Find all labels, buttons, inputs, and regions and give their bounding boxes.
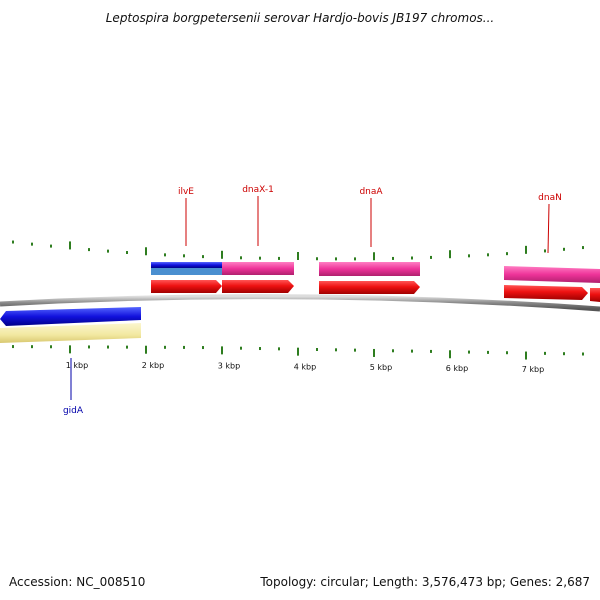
scale-label-2kbp: 2 kbp — [142, 361, 164, 370]
gene-dnaA-cds — [319, 281, 420, 294]
gene-ilvE-bar — [151, 262, 222, 268]
scale-label-3kbp: 3 kbp — [218, 361, 240, 370]
gene-labels: ilvE dnaX-1 dnaA dnaN gidA — [63, 185, 562, 416]
scale-label-4kbp: 4 kbp — [294, 362, 316, 371]
gene-gidA-bar — [0, 323, 141, 343]
gene-ilvE[interactable] — [151, 262, 222, 293]
gene-dnaA[interactable] — [319, 262, 420, 294]
scale-label-1kbp: 1 kbp — [66, 361, 88, 370]
label-ilvE[interactable]: ilvE — [178, 187, 194, 197]
label-dnaX-1[interactable]: dnaX-1 — [242, 185, 274, 195]
gene-dnaN-cds — [504, 285, 588, 300]
gene-next-cds — [590, 288, 600, 302]
gene-dnaX-1[interactable] — [222, 262, 294, 293]
gene-dnaN[interactable] — [504, 266, 600, 302]
accession-text: Accession: NC_008510 — [9, 575, 145, 589]
leader-dnaN — [547, 203, 550, 254]
scale-ticks — [12, 240, 584, 360]
gene-ilvE-bar-highlight — [151, 268, 222, 275]
gene-dnaX-1-cds — [222, 280, 294, 293]
scale-tick-labels: 1 kbp 2 kbp 3 kbp 4 kbp 5 kbp 6 kbp 7 kbp — [66, 361, 544, 374]
scale-label-6kbp: 6 kbp — [446, 364, 468, 373]
gene-dnaN-bar — [504, 266, 600, 283]
label-dnaN[interactable]: dnaN — [538, 193, 562, 203]
gene-dnaA-bar — [319, 262, 420, 276]
map-title: Leptospira borgpetersenii serovar Hardjo… — [106, 11, 495, 25]
gene-gidA[interactable] — [0, 307, 141, 343]
scale-label-7kbp: 7 kbp — [522, 365, 544, 374]
label-dnaA[interactable]: dnaA — [359, 187, 383, 197]
topology-info-text: Topology: circular; Length: 3,576,473 bp… — [259, 575, 590, 589]
gene-dnaX-1-bar — [222, 262, 294, 275]
genome-backbone — [0, 294, 600, 312]
scale-label-5kbp: 5 kbp — [370, 363, 392, 372]
gene-gidA-cds — [0, 307, 141, 326]
label-gidA[interactable]: gidA — [63, 406, 84, 416]
gene-ilvE-cds — [151, 280, 222, 293]
